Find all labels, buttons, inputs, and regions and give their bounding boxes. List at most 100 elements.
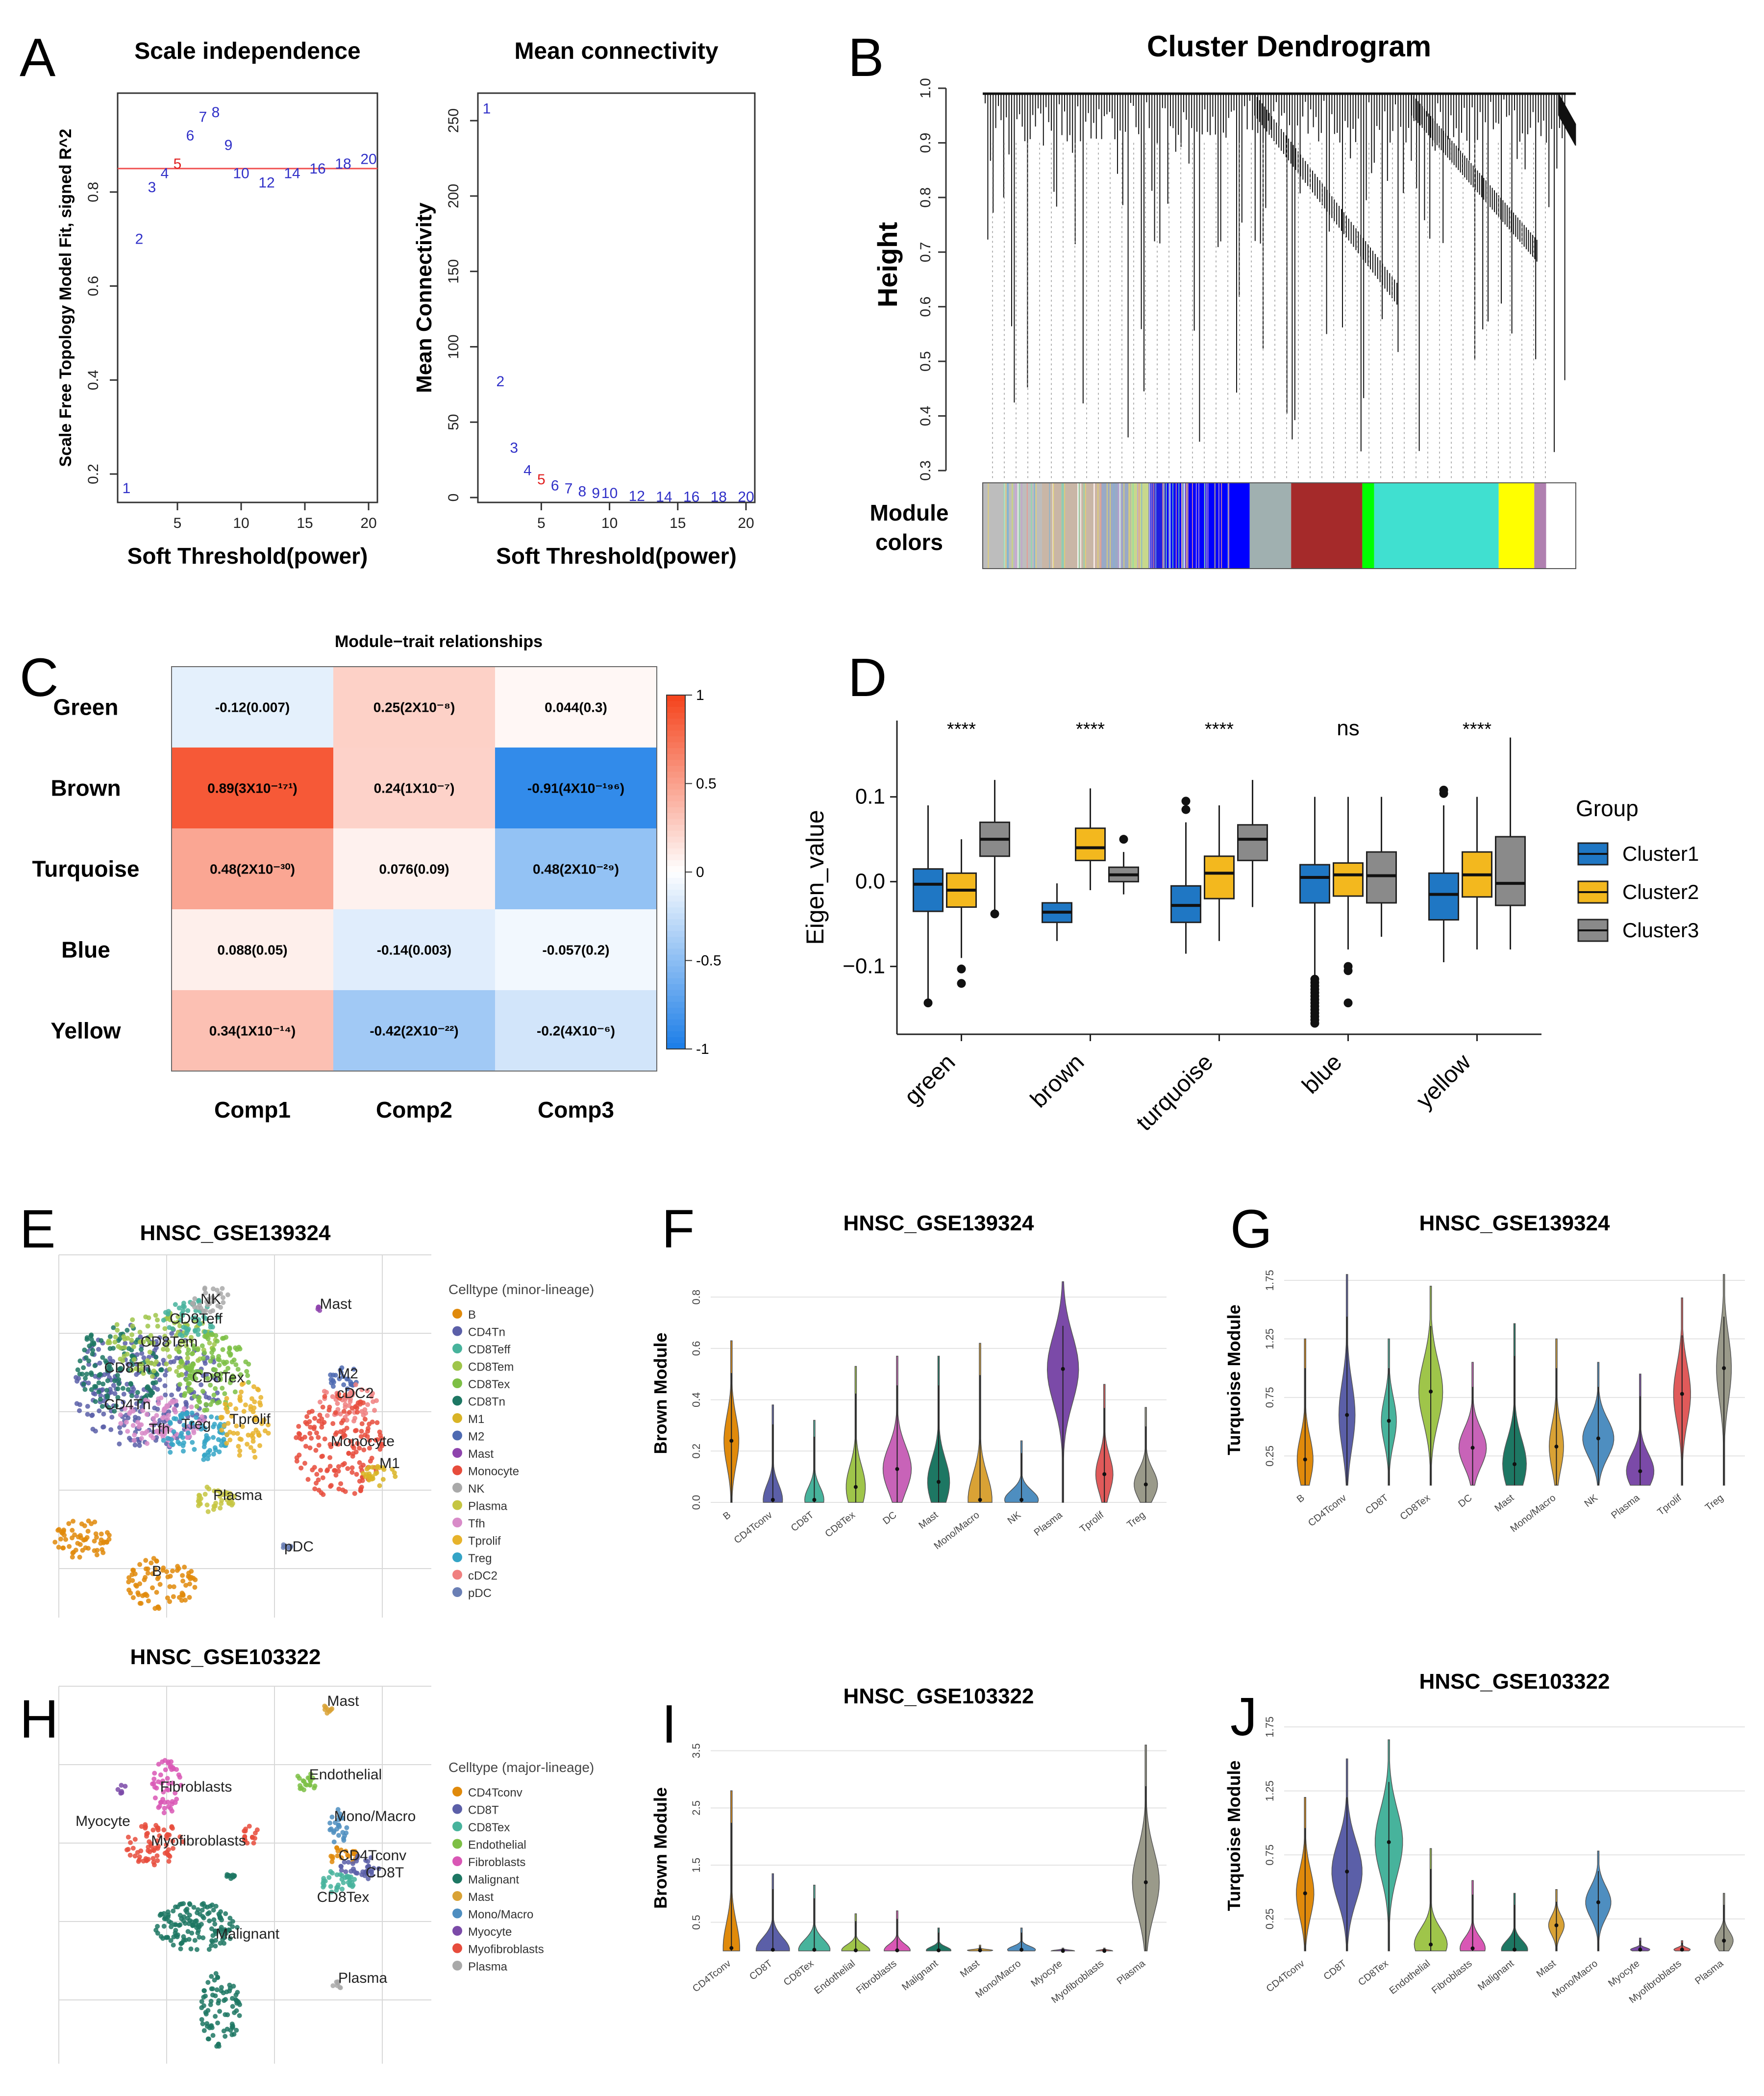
cell-point <box>176 1305 182 1311</box>
cell-point <box>123 1341 128 1346</box>
cell-point <box>164 1842 169 1847</box>
cluster-label: CD8Tex <box>317 1889 370 1905</box>
violin-median <box>1513 1462 1516 1466</box>
module-color-stripe <box>1083 483 1085 569</box>
cell-point <box>135 1390 140 1395</box>
cell-point <box>86 1358 92 1364</box>
cell-point <box>213 2014 218 2019</box>
cell-point <box>167 1325 172 1330</box>
cell-point <box>214 1372 220 1377</box>
cell-point <box>82 1387 88 1392</box>
cell-point <box>97 1372 102 1378</box>
legend-swatch <box>452 1552 462 1562</box>
panel-c-module-trait-heatmap: Module−trait relationships Green -0.12(0.0… <box>32 632 721 1123</box>
cell-point <box>211 1392 217 1397</box>
cell-point <box>181 1324 186 1330</box>
x-tick-label: Plasma <box>1032 1509 1065 1538</box>
cell-point <box>93 1531 99 1537</box>
umap-grid <box>58 1686 431 2064</box>
x-tick-label: Plasma <box>1115 1958 1148 1987</box>
cell-point <box>230 1872 235 1878</box>
cell-point <box>235 1367 241 1372</box>
cell-point <box>379 1441 384 1447</box>
cell-label: -0.2(4X10⁻⁶) <box>537 1023 615 1039</box>
cell-point <box>330 1983 336 1988</box>
cell-point <box>177 1344 182 1349</box>
module-color-stripe <box>1026 483 1028 569</box>
cell-point <box>339 1365 345 1371</box>
cell-point <box>351 1367 356 1372</box>
colorbar-segment <box>667 990 685 997</box>
cell-point <box>346 1451 351 1456</box>
cell-point <box>106 1405 112 1410</box>
cell-point <box>187 1381 192 1386</box>
cell-point <box>170 1398 175 1404</box>
cell-point <box>101 1539 106 1545</box>
cell-point <box>320 1421 325 1426</box>
cell-point <box>96 1347 101 1352</box>
cell-point <box>159 1431 164 1437</box>
cell-point <box>204 2021 210 2026</box>
cell-label: 0.044(0.3) <box>545 700 607 715</box>
colorbar-segment <box>667 896 685 902</box>
cell-point <box>202 1334 207 1339</box>
cell-point <box>55 1527 61 1533</box>
module-color-stripe <box>1063 483 1064 569</box>
legend-label: Plasma <box>468 1500 508 1513</box>
cell-point <box>377 1447 383 1452</box>
cell-point <box>173 1790 178 1796</box>
cell-point <box>181 1901 186 1906</box>
cell-point <box>243 1826 248 1832</box>
legend-swatch <box>452 1535 462 1545</box>
y-tick-label: 0.5 <box>918 351 934 372</box>
cell-point <box>213 1367 218 1372</box>
x-axis-label: Soft Threshold(power) <box>127 543 368 569</box>
cell-point <box>129 1393 135 1398</box>
legend-swatch <box>452 1943 462 1953</box>
cell-point <box>215 1339 220 1344</box>
violin-median <box>1102 1949 1107 1953</box>
cell-point <box>131 1438 137 1443</box>
cell-point <box>99 1531 104 1537</box>
cell-point <box>142 1577 147 1582</box>
colorbar-segment <box>667 760 685 767</box>
cell-point <box>132 1853 138 1859</box>
cell-point <box>361 1447 367 1452</box>
cell-point <box>213 1944 218 1949</box>
cell-point <box>193 1376 199 1381</box>
legend-label: pDC <box>468 1587 492 1600</box>
y-tick-label: 0.6 <box>85 276 101 297</box>
cell-point <box>214 1415 220 1421</box>
cell-point <box>196 1928 201 1933</box>
cell-point <box>215 1315 221 1320</box>
cell-point <box>106 1532 112 1538</box>
cell-point <box>201 2028 207 2033</box>
cell-point <box>101 1411 106 1417</box>
cell-point <box>308 1771 313 1776</box>
cell-point <box>210 1398 215 1404</box>
x-tick-label: CD8T <box>1322 1958 1349 1982</box>
significance-label: ns <box>1337 716 1359 740</box>
cell-point <box>204 1407 210 1413</box>
cell-point <box>126 1575 132 1580</box>
chart-title: Mean connectivity <box>514 38 718 64</box>
data-point: 2 <box>496 374 504 390</box>
cell-point <box>358 1434 364 1439</box>
cell-point <box>137 1562 143 1567</box>
cell-point <box>115 1787 121 1792</box>
cell-point <box>324 1710 330 1716</box>
cell-point <box>161 1810 167 1816</box>
cell-point <box>82 1347 87 1353</box>
cell-point <box>113 1403 119 1408</box>
cell-point <box>176 1365 182 1370</box>
cell-point <box>130 1323 135 1329</box>
violin-median <box>770 1497 775 1502</box>
cell-point <box>220 1347 225 1352</box>
cell-point <box>341 1382 347 1387</box>
cell-point <box>80 1547 85 1553</box>
cell-point <box>170 1568 175 1573</box>
cell-point <box>146 1857 151 1862</box>
cell-point <box>151 1385 157 1390</box>
cell-point <box>117 1441 122 1447</box>
cell-point <box>71 1519 76 1524</box>
